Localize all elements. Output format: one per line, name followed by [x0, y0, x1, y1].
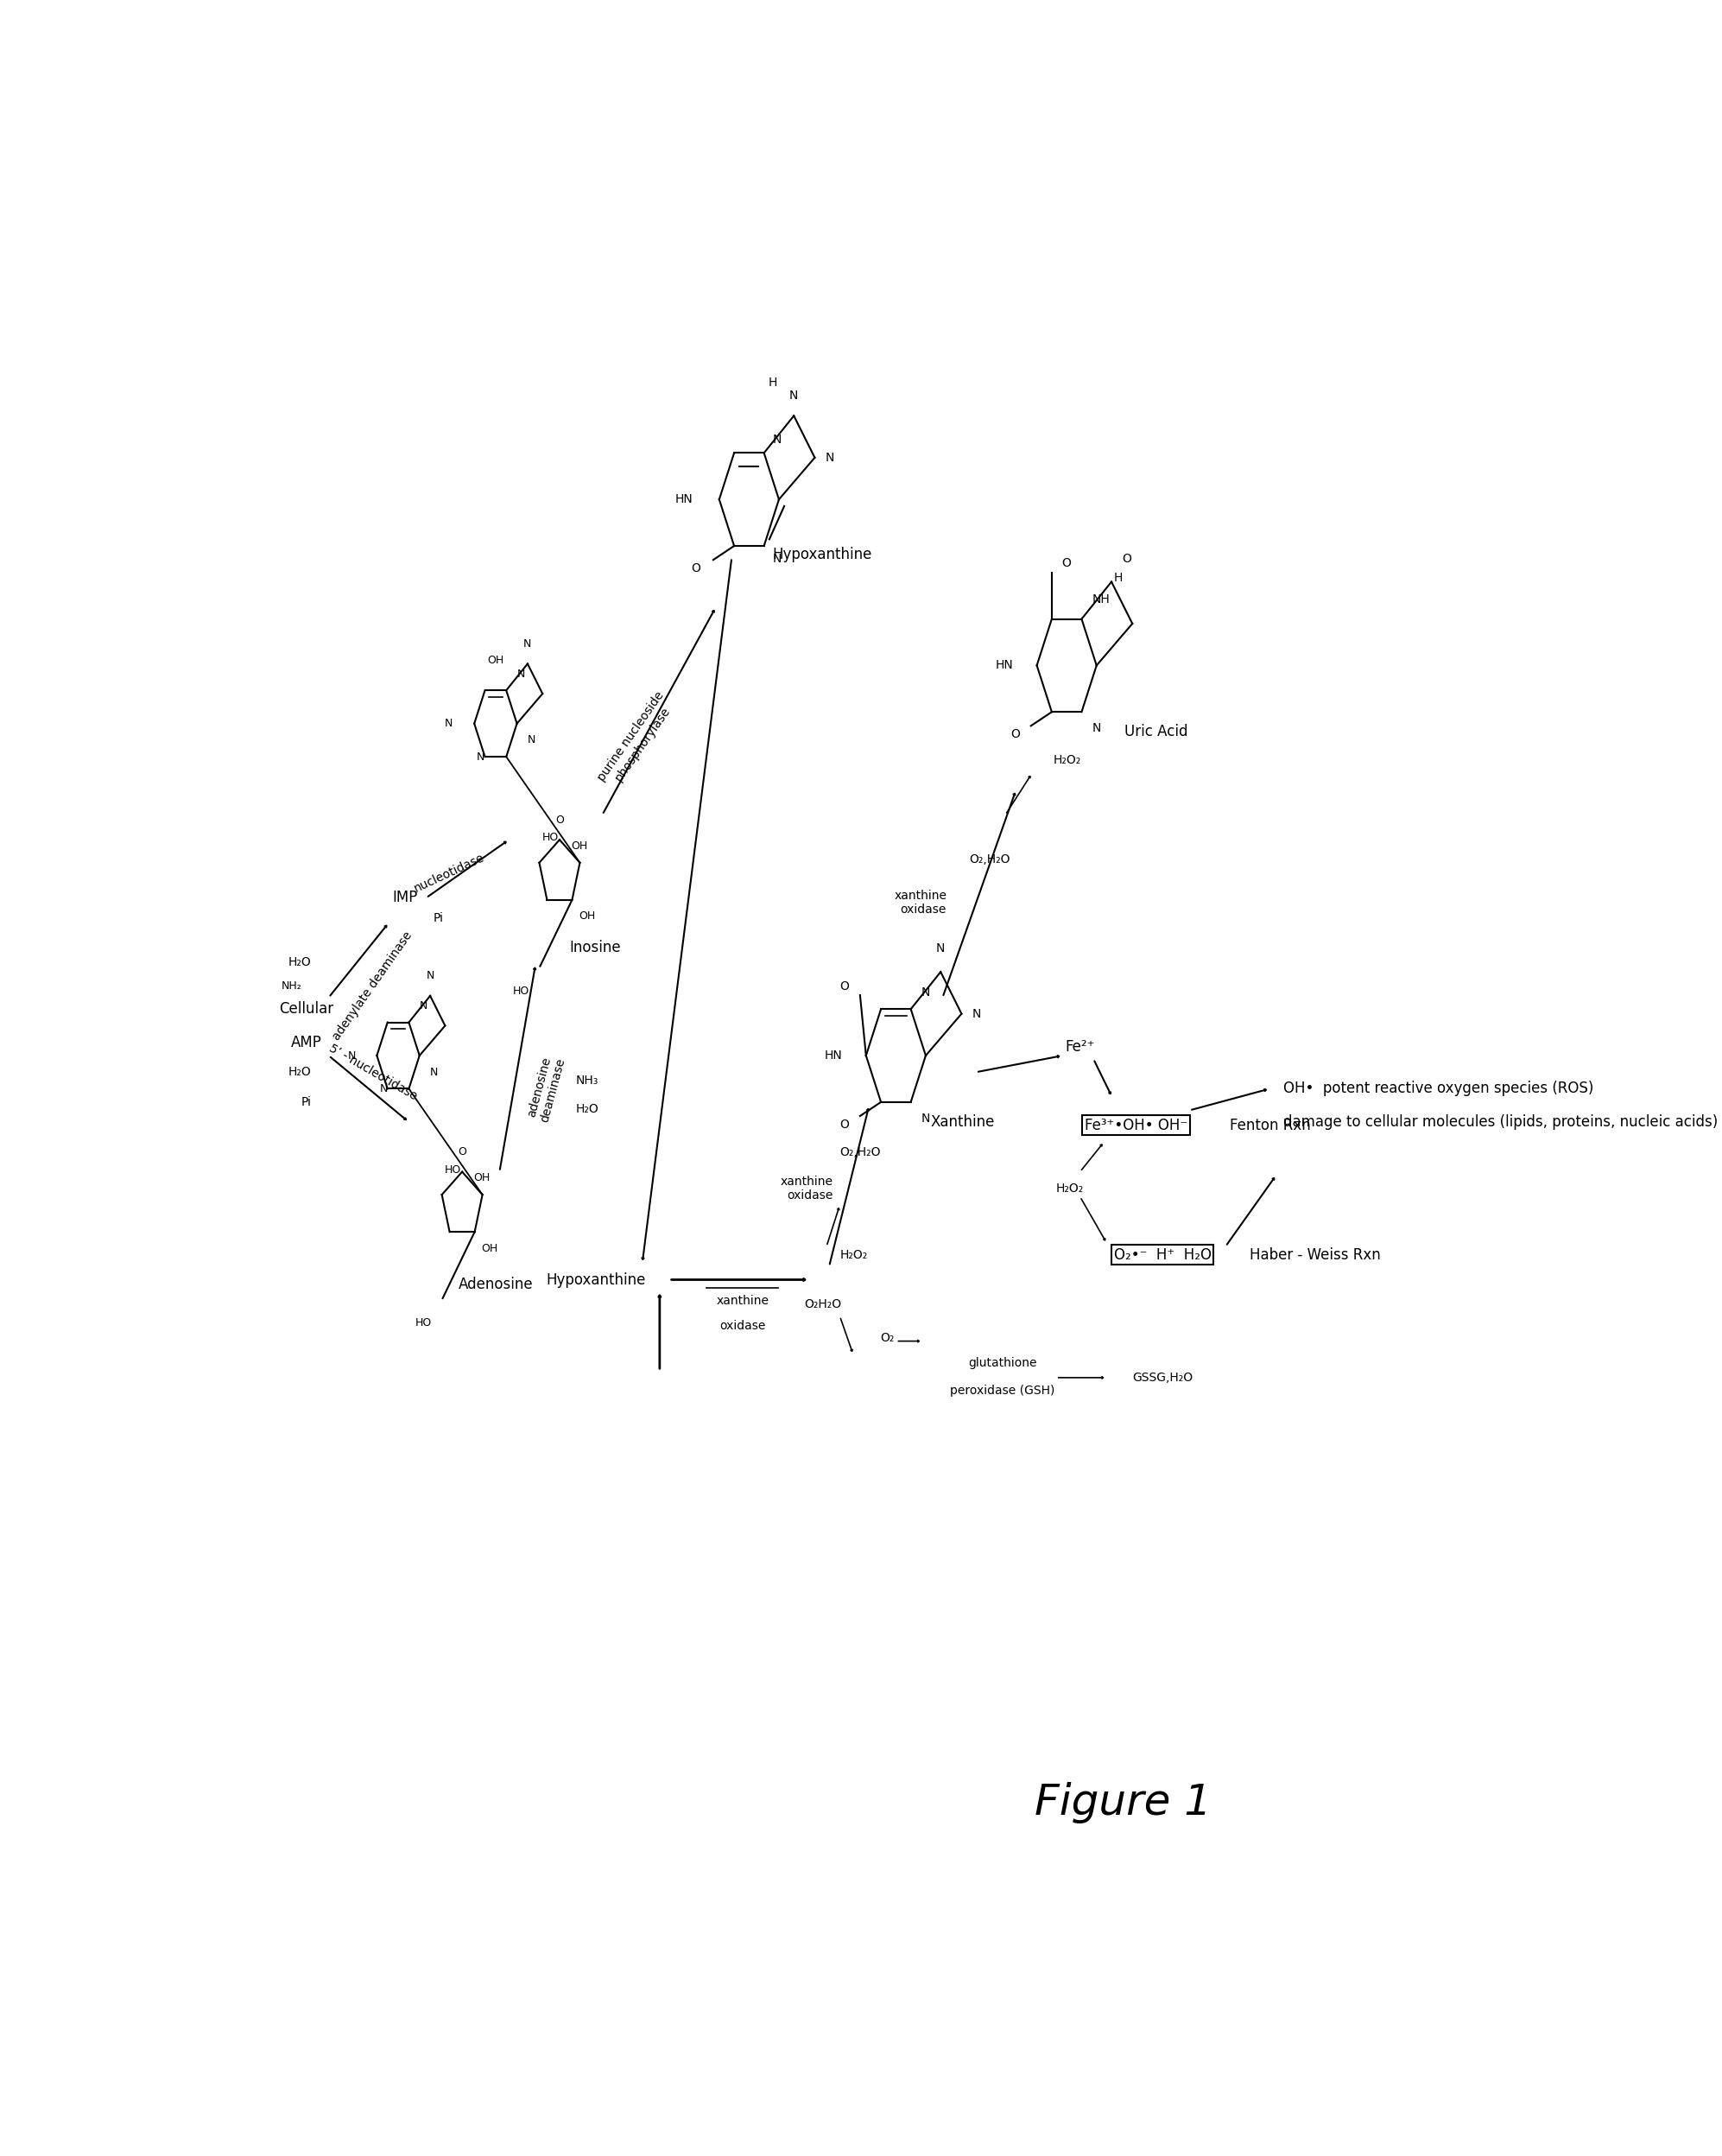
Text: Hypoxanthine: Hypoxanthine [773, 545, 873, 563]
Text: O₂,H₂O: O₂,H₂O [839, 1145, 880, 1158]
Text: AMP: AMP [291, 1035, 322, 1050]
Text: N: N [825, 451, 835, 464]
Text: 5’ - nucleotidase: 5’ - nucleotidase [327, 1041, 418, 1102]
Text: N: N [379, 1082, 387, 1095]
Text: Pi: Pi [301, 1095, 312, 1108]
Text: OH•  potent reactive oxygen species (ROS): OH• potent reactive oxygen species (ROS) [1283, 1080, 1593, 1097]
Text: Haber - Weiss Rxn: Haber - Weiss Rxn [1250, 1246, 1381, 1263]
Text: HO: HO [444, 1164, 461, 1175]
Text: Xanthine: Xanthine [930, 1115, 995, 1130]
Text: Adenosine: Adenosine [458, 1276, 532, 1291]
Text: OH: OH [474, 1173, 491, 1184]
Text: NH₃: NH₃ [575, 1074, 598, 1087]
Text: xanthine
oxidase: xanthine oxidase [894, 890, 947, 916]
Text: N: N [425, 970, 434, 981]
Text: H: H [1114, 571, 1123, 584]
Text: N: N [921, 1112, 930, 1125]
Text: O₂•⁻  H⁺  H₂O: O₂•⁻ H⁺ H₂O [1114, 1246, 1212, 1263]
Text: H₂O: H₂O [288, 1065, 312, 1078]
Text: Hypoxanthine: Hypoxanthine [546, 1272, 646, 1287]
Text: N: N [527, 735, 536, 746]
Text: H₂O: H₂O [288, 957, 312, 968]
Text: IMP: IMP [393, 890, 417, 906]
Text: adenosine
deaminase: adenosine deaminase [525, 1054, 567, 1123]
Text: H₂O: H₂O [575, 1102, 599, 1115]
Text: GSSG,H₂O: GSSG,H₂O [1133, 1371, 1193, 1384]
Text: O₂,H₂O: O₂,H₂O [969, 854, 1009, 867]
Text: Fe³⁺•OH• OH⁻: Fe³⁺•OH• OH⁻ [1085, 1117, 1188, 1134]
Text: Pi: Pi [432, 912, 443, 923]
Text: HO: HO [415, 1317, 432, 1328]
Text: NH: NH [1092, 593, 1111, 606]
Text: OH: OH [482, 1242, 498, 1255]
Text: HN: HN [995, 660, 1013, 671]
Text: N: N [921, 987, 930, 998]
Text: HN: HN [825, 1050, 842, 1061]
Text: O: O [840, 1119, 849, 1130]
Text: N: N [937, 942, 945, 955]
Text: O: O [691, 563, 701, 573]
Text: O: O [840, 981, 849, 994]
Text: Fenton Rxn: Fenton Rxn [1230, 1117, 1310, 1134]
Text: N: N [773, 554, 782, 565]
Text: Inosine: Inosine [570, 940, 622, 955]
Text: adenylate deaminase: adenylate deaminase [331, 929, 415, 1044]
Text: O: O [458, 1147, 467, 1158]
Text: N: N [420, 1000, 427, 1011]
Text: xanthine
oxidase: xanthine oxidase [780, 1175, 833, 1201]
Text: OH: OH [487, 655, 505, 666]
Text: NH₂: NH₂ [281, 981, 301, 992]
Text: O: O [554, 815, 563, 826]
Text: HO: HO [513, 985, 529, 996]
Text: HO: HO [542, 832, 558, 843]
Text: N: N [973, 1007, 982, 1020]
Text: peroxidase (GSH): peroxidase (GSH) [951, 1384, 1056, 1397]
Text: oxidase: oxidase [720, 1319, 766, 1332]
Text: H: H [768, 377, 777, 388]
Text: O: O [1123, 552, 1131, 565]
Text: N: N [348, 1050, 355, 1061]
Text: H₂O₂: H₂O₂ [1054, 755, 1081, 765]
Text: HN: HN [675, 494, 692, 505]
Text: Figure 1: Figure 1 [1035, 1781, 1211, 1824]
Text: purine nucleoside
phosphorylase: purine nucleoside phosphorylase [596, 690, 678, 791]
Text: O₂: O₂ [880, 1332, 894, 1343]
Text: O: O [1062, 556, 1071, 569]
Text: H₂O₂: H₂O₂ [1056, 1181, 1083, 1194]
Text: O: O [1011, 729, 1019, 740]
Text: OH: OH [579, 910, 596, 923]
Text: nucleotidase: nucleotidase [412, 852, 486, 895]
Text: O₂H₂O: O₂H₂O [804, 1298, 840, 1311]
Text: N: N [1092, 722, 1102, 735]
Text: xanthine: xanthine [716, 1296, 768, 1307]
Text: Uric Acid: Uric Acid [1124, 724, 1188, 740]
Text: OH: OH [572, 841, 587, 852]
Text: N: N [789, 390, 799, 401]
Text: damage to cellular molecules (lipids, proteins, nucleic acids): damage to cellular molecules (lipids, pr… [1283, 1115, 1717, 1130]
Text: Fe²⁺: Fe²⁺ [1066, 1039, 1095, 1054]
Text: N: N [517, 668, 525, 679]
Text: N: N [523, 638, 532, 649]
Text: N: N [773, 433, 782, 446]
Text: N: N [430, 1067, 439, 1078]
Text: glutathione: glutathione [968, 1356, 1037, 1369]
Text: Cellular: Cellular [279, 1000, 334, 1018]
Text: H₂O₂: H₂O₂ [840, 1248, 868, 1261]
Text: N: N [444, 718, 453, 729]
Text: N: N [477, 750, 486, 763]
